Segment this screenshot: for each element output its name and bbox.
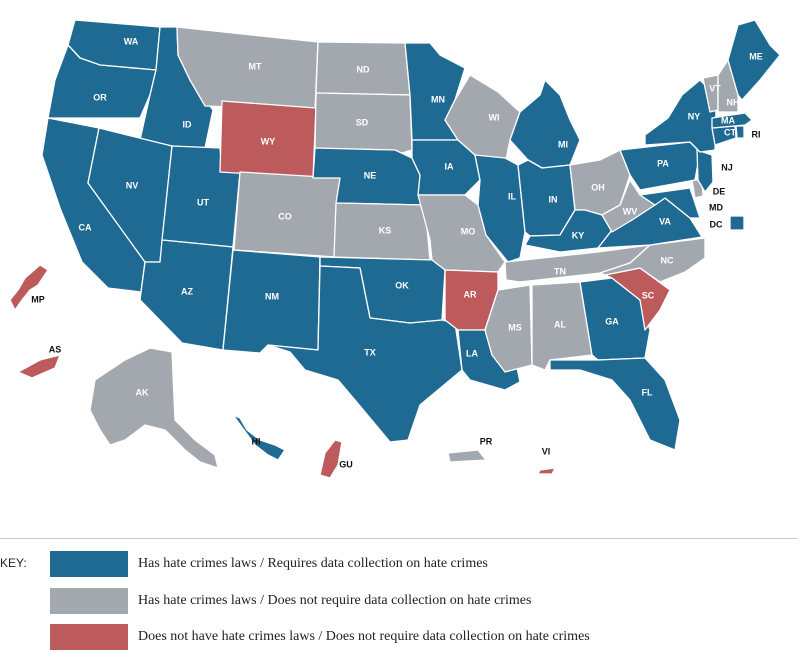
state-il — [474, 154, 526, 263]
state-label-nd: ND — [357, 64, 370, 74]
state-gu — [319, 439, 343, 479]
state-label-ut: UT — [197, 197, 209, 207]
state-label-ne: NE — [364, 170, 377, 180]
state-label-il: IL — [508, 191, 517, 201]
state-label-ia: IA — [445, 161, 455, 171]
state-label-pa: PA — [657, 158, 669, 168]
state-label-va: VA — [659, 216, 671, 226]
state-label-al: AL — [554, 319, 566, 329]
state-ma — [711, 112, 753, 129]
state-label-ms: MS — [508, 322, 522, 332]
state-ak — [89, 347, 219, 469]
state-mi — [509, 79, 581, 169]
state-labels: WA OR CA ID NV UT AZ MT WY CO NM ND SD NE KS OK TX MN IA MO… — [31, 36, 763, 469]
state-ky — [524, 209, 613, 253]
state-label-vi: VI — [542, 446, 551, 456]
state-label-nm: NM — [265, 291, 279, 301]
state-label-vt: VT — [709, 83, 721, 93]
state-label-wy: WY — [261, 136, 276, 146]
legend-swatch — [50, 588, 128, 614]
legend-swatch — [50, 624, 128, 650]
state-label-la: LA — [466, 348, 478, 358]
state-nj — [696, 149, 714, 193]
state-label-ri: RI — [752, 129, 761, 139]
state-pr — [447, 449, 487, 463]
state-fl — [549, 357, 681, 451]
state-label-oh: OH — [591, 182, 605, 192]
legend-label: Has hate crimes laws / Does not require … — [138, 593, 532, 608]
state-label-de: DE — [713, 186, 726, 196]
state-label-wa: WA — [124, 36, 139, 46]
state-label-ma: MA — [721, 115, 735, 125]
state-label-mn: MN — [431, 94, 445, 104]
state-label-sc: SC — [642, 290, 655, 300]
state-label-mp: MP — [31, 294, 45, 304]
state-label-ct: CT — [724, 127, 736, 137]
state-nh — [717, 59, 739, 113]
state-hi — [232, 414, 286, 461]
state-label-mi: MI — [558, 139, 568, 149]
state-label-ky: KY — [572, 230, 585, 240]
state-ri — [735, 125, 745, 139]
state-me — [727, 19, 781, 101]
state-label-pr: PR — [480, 436, 493, 446]
state-label-wv: WV — [623, 206, 638, 216]
state-label-hi: HI — [252, 436, 261, 446]
state-label-nj: NJ — [721, 162, 733, 172]
state-label-dc: DC — [710, 219, 723, 229]
state-label-co: CO — [278, 211, 292, 221]
state-label-tx: TX — [364, 347, 376, 357]
state-label-tn: TN — [554, 266, 566, 276]
state-shapes — [9, 19, 781, 479]
key-divider — [0, 538, 797, 539]
state-label-wi: WI — [489, 112, 500, 122]
state-label-sd: SD — [356, 117, 369, 127]
legend-label: Has hate crimes laws / Requires data col… — [138, 556, 488, 571]
us-map: WA OR CA ID NV UT AZ MT WY CO NM ND SD NE KS OK TX MN IA MO… — [9, 19, 781, 479]
state-ms — [484, 284, 533, 373]
state-label-nv: NV — [126, 180, 139, 190]
state-label-ks: KS — [379, 225, 392, 235]
state-nm — [222, 249, 321, 354]
key-title: KEY: — [0, 556, 27, 570]
state-label-ny: NY — [688, 111, 701, 121]
state-label-ga: GA — [605, 316, 619, 326]
legend-item-has-laws-requires-data: Has hate crimes laws / Requires data col… — [50, 550, 488, 578]
state-sd — [314, 92, 413, 156]
state-label-id: ID — [183, 119, 193, 129]
state-label-ca: CA — [79, 222, 92, 232]
legend-item-no-laws-no-data: Does not have hate crimes laws / Does no… — [50, 623, 590, 651]
state-label-mt: MT — [249, 61, 262, 71]
state-label-az: AZ — [181, 286, 193, 296]
state-label-ok: OK — [395, 280, 409, 290]
state-mp — [9, 264, 49, 311]
state-mo — [417, 194, 506, 273]
state-nc — [599, 237, 706, 283]
state-label-fl: FL — [642, 387, 653, 397]
state-label-in: IN — [549, 194, 558, 204]
state-label-or: OR — [93, 92, 107, 102]
state-label-as: AS — [49, 344, 62, 354]
state-label-ar: AR — [464, 289, 477, 299]
state-label-ak: AK — [136, 387, 149, 397]
legend-item-has-laws-no-data: Has hate crimes laws / Does not require … — [50, 587, 531, 615]
state-label-md: MD — [709, 202, 723, 212]
state-label-nc: NC — [661, 255, 674, 265]
state-md — [639, 187, 701, 219]
state-label-me: ME — [749, 51, 763, 61]
state-tx — [267, 265, 463, 443]
state-label-mo: MO — [461, 226, 476, 236]
state-wi — [444, 74, 521, 166]
state-label-gu: GU — [339, 459, 353, 469]
state-label-nh: NH — [727, 97, 740, 107]
state-dc — [729, 215, 745, 231]
state-as — [17, 354, 61, 379]
legend-label: Does not have hate crimes laws / Does no… — [138, 629, 590, 644]
state-vi — [537, 467, 556, 475]
legend-swatch — [50, 551, 128, 577]
